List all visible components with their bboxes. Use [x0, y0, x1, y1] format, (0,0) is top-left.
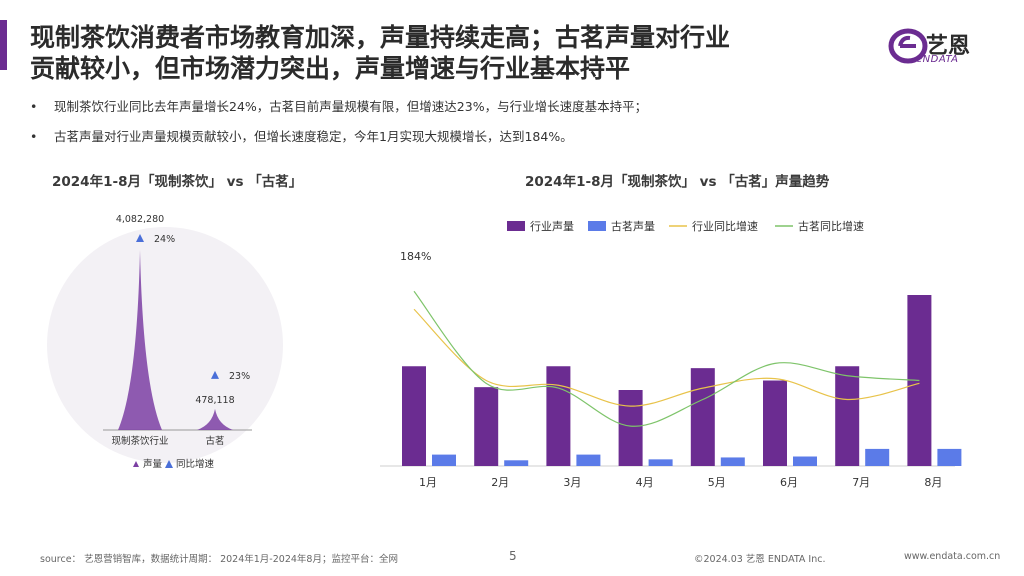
gumin-volume-bar [793, 456, 817, 466]
legend-industry-volume-swatch [507, 221, 525, 231]
x-tick-label: 1月 [419, 476, 437, 489]
legend-volume-marker [133, 461, 139, 467]
industry-growth-label: 24% [154, 234, 175, 245]
logo-subtext: eNDATA [916, 54, 959, 65]
legend-gumin-growth: 古茗同比增速 [798, 219, 864, 233]
gumin-volume-label: 478,118 [195, 395, 234, 406]
x-tick-label: 2月 [491, 476, 509, 489]
x-axis-labels: 1月 2月 3月 4月 5月 6月 7月 8月 [419, 476, 942, 489]
gumin-volume-bar [648, 459, 673, 466]
industry-volume-bar [690, 368, 715, 466]
gumin-growth-triangle [211, 370, 219, 379]
x-tick-label: 8月 [924, 476, 942, 489]
right-chart-title: 2024年1-8月「现制茶饮」 vs 「古茗」声量趋势 [525, 174, 830, 190]
page-title: 现制茶饮消费者市场教育加深，声量持续走高；古茗声量对行业 贡献较小，但市场潜力突… [30, 22, 870, 84]
title-line-1: 现制茶饮消费者市场教育加深，声量持续走高；古茗声量对行业 [30, 23, 731, 52]
x-tick-label: 5月 [708, 476, 726, 489]
left-chart-title: 2024年1-8月「现制茶饮」 vs 「古茗」 [52, 174, 303, 190]
legend-volume-label: 声量 [143, 458, 163, 470]
x-tick-label: 6月 [780, 476, 798, 489]
bullet-marker: • [30, 129, 38, 144]
legend-industry-volume: 行业声量 [530, 219, 574, 233]
bullet-marker: • [30, 99, 38, 114]
bullet-text-2: 古茗声量对行业声量规模贡献较小，但增长速度稳定，今年1月实现大规模增长，达到18… [54, 129, 573, 144]
bullet-text-1: 现制茶饮行业同比去年声量增长24%，古茗目前声量规模有限，但增速达23%，与行业… [54, 99, 648, 114]
bullet-list: • 现制茶饮行业同比去年声量增长24%，古茗目前声量规模有限，但增速达23%，与… [30, 99, 990, 159]
industry-volume-bar [474, 387, 499, 466]
peak-annotation: 184% [400, 250, 431, 263]
bar-group [402, 295, 962, 466]
accent-bar [0, 20, 7, 70]
legend-gumin-volume: 古茗声量 [611, 219, 655, 233]
gumin-volume-bar [865, 448, 890, 466]
title-line-2: 贡献较小，但市场潜力突出，声量增速与行业基本持平 [30, 54, 631, 83]
legend-industry-growth: 行业同比增速 [692, 219, 758, 233]
gumin-volume-bar [576, 454, 601, 466]
logo-text: 艺恩 [926, 34, 971, 59]
industry-growth-triangle [136, 234, 144, 242]
footer-url: www.endata.com.cn [904, 551, 1001, 562]
industry-volume-bar [763, 380, 787, 466]
gumin-volume-bar [432, 454, 456, 466]
industry-growth-line [413, 308, 920, 407]
gumin-volume-spike [197, 408, 233, 430]
footer-source: source： 艺恩营销智库，数据统计周期： 2024年1月-2024年8月；监… [40, 554, 398, 565]
logo-icon [888, 28, 928, 64]
industry-volume-bar [835, 366, 860, 466]
gumin-growth-line [413, 290, 920, 427]
page-number: 5 [509, 549, 517, 563]
x-tick-label: 7月 [852, 476, 870, 489]
industry-volume-bar [618, 390, 643, 466]
chart-background-circle [47, 227, 283, 463]
bullet-item: • 现制茶饮行业同比去年声量增长24%，古茗目前声量规模有限，但增速达23%，与… [30, 99, 990, 129]
endata-logo: 艺恩 eNDATA [888, 26, 998, 70]
legend-gumin-volume-swatch [588, 221, 606, 231]
gumin-volume-bar [504, 460, 529, 466]
footer-copyright: ©2024.03 艺恩 ENDATA Inc. [694, 554, 826, 565]
industry-volume-bar [402, 366, 426, 466]
legend-growth-marker [165, 460, 173, 468]
category-label-gumin: 古茗 [205, 435, 224, 447]
legend-growth-label: 同比增速 [176, 458, 215, 470]
x-tick-label: 3月 [563, 476, 581, 489]
x-tick-label: 4月 [636, 476, 654, 489]
gumin-volume-bar [720, 457, 745, 466]
gumin-growth-label: 23% [229, 371, 250, 382]
industry-volume-spike [118, 250, 162, 430]
industry-volume-bar [546, 366, 571, 466]
gumin-volume-bar [937, 448, 962, 466]
category-label-industry: 现制茶饮行业 [111, 435, 168, 447]
industry-volume-label: 4,082,280 [116, 214, 164, 225]
bullet-item: • 古茗声量对行业声量规模贡献较小，但增长速度稳定，今年1月实现大规模增长，达到… [30, 129, 990, 159]
